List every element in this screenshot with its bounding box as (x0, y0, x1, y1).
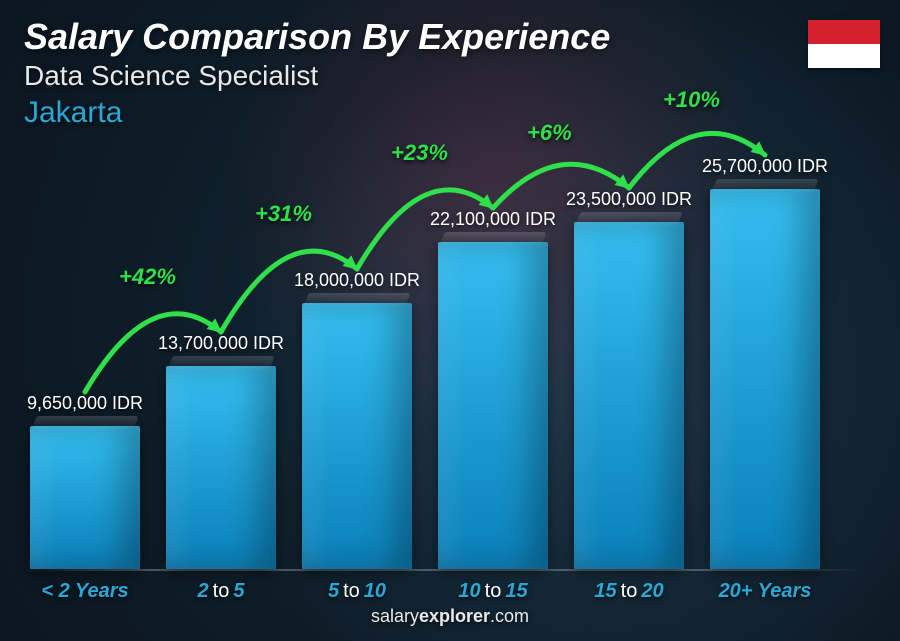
bar-group: 13,700,000 IDR2to5 (166, 366, 276, 569)
chart-subtitle: Data Science Specialist (24, 60, 318, 92)
bar-value-label: 9,650,000 IDR (5, 393, 165, 414)
bar (166, 366, 276, 569)
x-axis-label: 20+ Years (719, 580, 812, 603)
percent-increase-label: +31% (255, 201, 312, 227)
percent-increase-label: +23% (391, 140, 448, 166)
chart-title: Salary Comparison By Experience (24, 16, 610, 58)
flag-top (808, 20, 880, 44)
percent-increase-label: +10% (663, 87, 720, 113)
bar-value-label: 25,700,000 IDR (685, 156, 845, 177)
x-axis-label: < 2 Years (41, 580, 128, 603)
bar (302, 303, 412, 569)
footer-c: .com (490, 606, 529, 626)
baseline (20, 569, 860, 571)
footer-attribution: salaryexplorer.com (0, 606, 900, 627)
bar-group: 9,650,000 IDR< 2 Years (30, 426, 140, 569)
bar (30, 426, 140, 569)
x-axis-label: 5to10 (328, 580, 386, 603)
bar-value-label: 13,700,000 IDR (141, 333, 301, 354)
bar-value-label: 23,500,000 IDR (549, 189, 709, 210)
x-axis-label: 15to20 (594, 580, 663, 603)
bar-group: 18,000,000 IDR5to10 (302, 303, 412, 569)
x-axis-label: 2to5 (198, 580, 245, 603)
bar-value-label: 22,100,000 IDR (413, 209, 573, 230)
x-axis-label: 10to15 (458, 580, 527, 603)
bar (710, 189, 820, 569)
bar-group: 23,500,000 IDR15to20 (574, 222, 684, 569)
bar-group: 25,700,000 IDR20+ Years (710, 189, 820, 569)
footer-b: explorer (419, 606, 490, 626)
footer-a: salary (371, 606, 419, 626)
percent-increase-label: +42% (119, 264, 176, 290)
bar (438, 242, 548, 569)
flag-bottom (808, 44, 880, 68)
bar (574, 222, 684, 569)
percent-increase-label: +6% (527, 120, 572, 146)
bar-value-label: 18,000,000 IDR (277, 270, 437, 291)
chart-card: Salary Comparison By Experience Data Sci… (0, 0, 900, 641)
flag-indonesia (808, 20, 880, 68)
bar-chart: 9,650,000 IDR< 2 Years13,700,000 IDR2to5… (30, 99, 850, 569)
bar-group: 22,100,000 IDR10to15 (438, 242, 548, 569)
